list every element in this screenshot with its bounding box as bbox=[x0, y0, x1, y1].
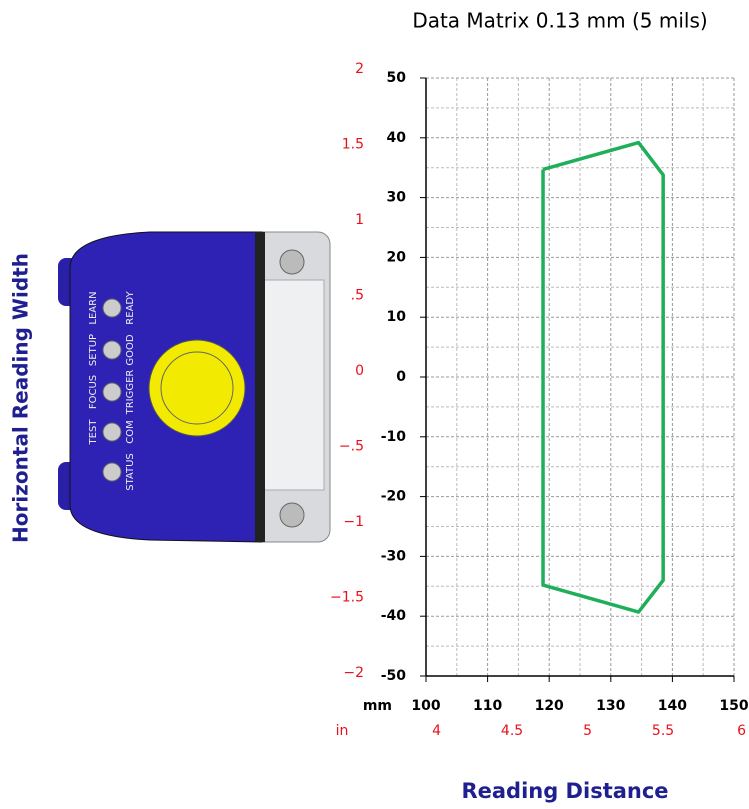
y2-tick-label: −2 bbox=[343, 665, 364, 681]
device-screw bbox=[279, 502, 305, 528]
x2-tick-label: 5 bbox=[583, 723, 592, 739]
x-unit: mm bbox=[363, 698, 392, 714]
y-tick-label: -40 bbox=[381, 608, 407, 624]
y-tick-label: -20 bbox=[381, 489, 407, 505]
y2-tick-label: −1 bbox=[343, 514, 364, 530]
x-tick-label: 120 bbox=[535, 698, 564, 714]
y2-tick-label: −.5 bbox=[339, 439, 364, 455]
y2-tick-label: 1.5 bbox=[342, 136, 364, 152]
device-label: STATUS bbox=[125, 453, 136, 491]
device-label: SETUP bbox=[88, 334, 99, 366]
device-label: READY bbox=[125, 290, 136, 324]
x2-tick-label: 4.5 bbox=[501, 723, 523, 739]
device-screw bbox=[279, 249, 305, 275]
led bbox=[102, 382, 122, 402]
device-window bbox=[261, 279, 325, 491]
y-tick-label: 10 bbox=[387, 309, 407, 325]
x-tick-label: 130 bbox=[596, 698, 625, 714]
y-tick-label: 40 bbox=[387, 130, 407, 146]
y-tick-label: 20 bbox=[387, 249, 407, 265]
y-axis-label: Horizontal Reading Width bbox=[9, 253, 33, 543]
x-tick-label: 100 bbox=[411, 698, 440, 714]
device-label: LEARN bbox=[88, 291, 99, 324]
led bbox=[102, 462, 122, 482]
led bbox=[102, 422, 122, 442]
y-tick-label: 50 bbox=[387, 70, 407, 86]
trigger-button bbox=[148, 339, 246, 437]
device-gasket bbox=[255, 232, 265, 542]
device-label: COM bbox=[125, 420, 136, 443]
y2-tick-label: 0 bbox=[355, 363, 364, 379]
x-tick-label: 140 bbox=[658, 698, 687, 714]
y2-tick-label: 2 bbox=[355, 61, 364, 77]
device-label: FOCUS bbox=[88, 375, 99, 409]
x2-tick-label: 5.5 bbox=[652, 723, 674, 739]
x2-tick-label: 6 bbox=[737, 723, 746, 739]
x2-tick-label: 4 bbox=[432, 723, 441, 739]
y-tick-label: -50 bbox=[381, 668, 407, 684]
chart-title: Data Matrix 0.13 mm (5 mils) bbox=[412, 9, 707, 33]
x-axis-label: Reading Distance bbox=[461, 779, 668, 803]
led bbox=[102, 340, 122, 360]
x2-unit: in bbox=[336, 723, 349, 739]
y-tick-label: -30 bbox=[381, 548, 407, 564]
trigger-ring bbox=[160, 351, 234, 425]
y2-tick-label: −1.5 bbox=[330, 590, 364, 606]
device-label: GOOD bbox=[125, 334, 136, 365]
y2-tick-label: 1 bbox=[355, 212, 364, 228]
y-tick-label: 0 bbox=[396, 369, 406, 385]
reading-zone bbox=[541, 140, 665, 614]
x-tick-label: 110 bbox=[473, 698, 502, 714]
device-label: TRIGGER bbox=[125, 370, 136, 416]
x-tick-label: 150 bbox=[719, 698, 748, 714]
y2-tick-label: .5 bbox=[351, 287, 364, 303]
y-tick-label: 30 bbox=[387, 190, 407, 206]
led bbox=[102, 298, 122, 318]
device: LEARN READY SETUP GOOD FOCUS TRIGGER TES… bbox=[58, 231, 331, 543]
y-tick-label: -10 bbox=[381, 429, 407, 445]
device-label: TEST bbox=[88, 419, 99, 446]
